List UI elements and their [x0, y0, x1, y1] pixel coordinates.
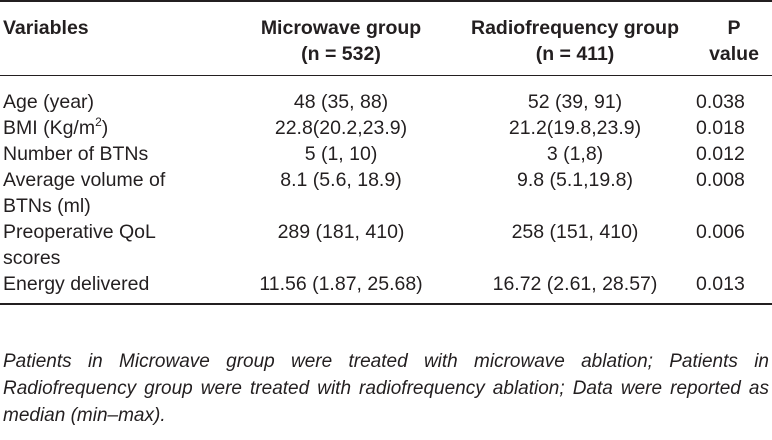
cell-microwave: 48 (35, 88) [293, 91, 389, 113]
header-radiofrequency-group: Radiofrequency group (n = 411) [460, 0, 690, 76]
cell-p-value: 0.008 [696, 169, 745, 191]
table-row: Number of BTNs 5 (1, 10) 3 (1,8) 0.012 [0, 141, 772, 167]
cell-p-value: 0.018 [696, 117, 745, 139]
table-footnote: Patients in Microwave group were treated… [3, 351, 769, 426]
data-table: Variables Microwave group (n = 532) Radi… [0, 0, 772, 305]
cell-radiofrequency: 52 (39, 91) [527, 91, 623, 113]
header-microwave-group: Microwave group (n = 532) [222, 0, 460, 76]
cell-variable: Number of BTNs [3, 143, 149, 165]
cell-variable: Preoperative QoL scores [3, 221, 156, 269]
header-p-value: P value [690, 0, 772, 76]
table-row: Average volume of BTNs (ml) 8.1 (5.6, 18… [0, 167, 772, 219]
cell-variable: BMI (Kg/m2) [3, 114, 109, 140]
cell-p-value: 0.006 [696, 221, 745, 243]
cell-microwave: 11.56 (1.87, 25.68) [222, 271, 460, 305]
cell-radiofrequency: 258 (151, 410) [511, 221, 639, 243]
header-variables: Variables [0, 0, 222, 76]
cell-radiofrequency: 21.2(19.8,23.9) [508, 117, 642, 139]
cell-microwave: 289 (181, 410) [277, 221, 405, 243]
table-row: Age (year) 48 (35, 88) 52 (39, 91) 0.038 [0, 76, 772, 116]
table-row: Energy delivered 11.56 (1.87, 25.68) 16.… [0, 271, 772, 305]
table-row: Preoperative QoL scores 289 (181, 410) 2… [0, 219, 772, 271]
header-row: Variables Microwave group (n = 532) Radi… [0, 0, 772, 76]
cell-radiofrequency: 9.8 (5.1,19.8) [517, 169, 633, 191]
cell-microwave: 22.8(20.2,23.9) [274, 117, 408, 139]
cell-variable: Energy delivered [0, 271, 222, 305]
cell-p-value: 0.013 [690, 271, 772, 305]
cell-radiofrequency: 3 (1,8) [546, 143, 604, 165]
cell-p-value: 0.012 [696, 143, 745, 165]
cell-radiofrequency: 16.72 (2.61, 28.57) [460, 271, 690, 305]
cell-microwave: 5 (1, 10) [304, 143, 378, 165]
cell-p-value: 0.038 [696, 91, 745, 113]
table-row: BMI (Kg/m2) 22.8(20.2,23.9) 21.2(19.8,23… [0, 115, 772, 141]
cell-variable: Age (year) [3, 91, 95, 113]
cell-microwave: 8.1 (5.6, 18.9) [280, 169, 402, 191]
cell-variable: Average volume of BTNs (ml) [3, 169, 166, 217]
